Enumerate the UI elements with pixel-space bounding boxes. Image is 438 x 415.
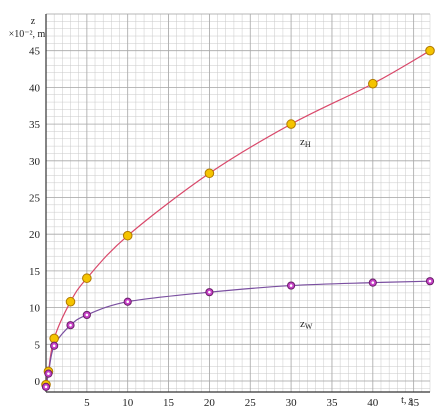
data-point-center: [47, 372, 50, 375]
y-tick-label: 30: [29, 156, 41, 168]
data-point-marker: [425, 45, 435, 56]
series-label-zh-sub: H: [305, 140, 311, 149]
x-tick-label: 30: [286, 397, 298, 409]
data-point: [49, 333, 59, 344]
series-line-0: [45, 50, 431, 385]
data-point-marker: [286, 119, 296, 129]
data-point: [41, 382, 51, 391]
data-point-center: [208, 290, 211, 294]
y-axis-unit: ×10⁻², m: [9, 29, 46, 40]
data-point: [368, 278, 377, 287]
x-tick-labels: 5 10 15 20 25 30 35 40 45: [84, 397, 420, 409]
y-tick-label: 45: [29, 46, 41, 58]
series-label-zh-main: z: [300, 136, 305, 148]
series-line-1: [45, 280, 431, 387]
y-tick-label: 25: [29, 192, 41, 204]
y-tick-label: 40: [29, 82, 41, 94]
y-tick-label: 35: [29, 119, 41, 131]
data-point-marker: [82, 273, 92, 284]
x-tick-label: 35: [326, 397, 338, 409]
data-point: [50, 341, 59, 350]
grid-minor: [45, 13, 431, 392]
x-tick-label: 5: [84, 397, 90, 409]
data-point-marker: [368, 78, 378, 89]
x-tick-label: 20: [204, 397, 216, 409]
data-point: [82, 273, 92, 284]
data-point: [425, 277, 435, 286]
series-label-zw-main: z: [300, 318, 305, 330]
data-point: [122, 230, 133, 241]
data-point: [44, 369, 53, 378]
y-axis-label: z: [31, 16, 36, 27]
markers: [41, 45, 435, 391]
y-tick-labels: 0 5 10 15 20 25 30 35 40 45: [29, 46, 41, 388]
x-axis-label: t, s: [401, 395, 413, 406]
data-point-center: [52, 344, 56, 348]
x-tick-label: 25: [245, 397, 257, 409]
data-point-center: [126, 300, 130, 304]
curves: [45, 50, 431, 387]
data-point-marker: [65, 296, 76, 307]
data-point-marker: [204, 168, 215, 179]
x-tick-label: 45: [408, 397, 420, 409]
axes: [45, 14, 430, 393]
y-tick-label: 0: [35, 376, 41, 388]
data-point: [287, 281, 296, 290]
x-tick-label: 40: [367, 397, 379, 409]
data-point: [425, 45, 435, 56]
data-point: [286, 119, 296, 129]
data-point-center: [85, 313, 89, 317]
data-point: [66, 321, 75, 330]
data-point-center: [371, 281, 375, 284]
data-point-center: [289, 284, 293, 287]
y-tick-label: 15: [29, 266, 41, 278]
x-tick-label: 15: [163, 397, 175, 409]
data-point-center: [44, 385, 48, 389]
data-point: [205, 288, 214, 297]
data-point-marker: [49, 333, 59, 344]
series-label-zw-sub: W: [305, 322, 313, 331]
data-point: [65, 296, 76, 307]
data-point-center: [428, 279, 432, 283]
data-point-center: [69, 323, 72, 327]
data-point: [368, 78, 378, 89]
y-tick-label: 10: [29, 303, 41, 315]
series-label-zh: zH: [300, 136, 311, 149]
data-point: [123, 297, 132, 306]
data-point-marker: [122, 230, 133, 241]
y-tick-label: 5: [35, 339, 41, 351]
y-tick-label: 20: [29, 229, 41, 241]
grid-major: [45, 13, 430, 392]
data-point: [82, 310, 91, 320]
x-tick-label: 10: [122, 397, 134, 409]
series-label-zw: zW: [300, 318, 313, 331]
data-point: [204, 168, 215, 179]
